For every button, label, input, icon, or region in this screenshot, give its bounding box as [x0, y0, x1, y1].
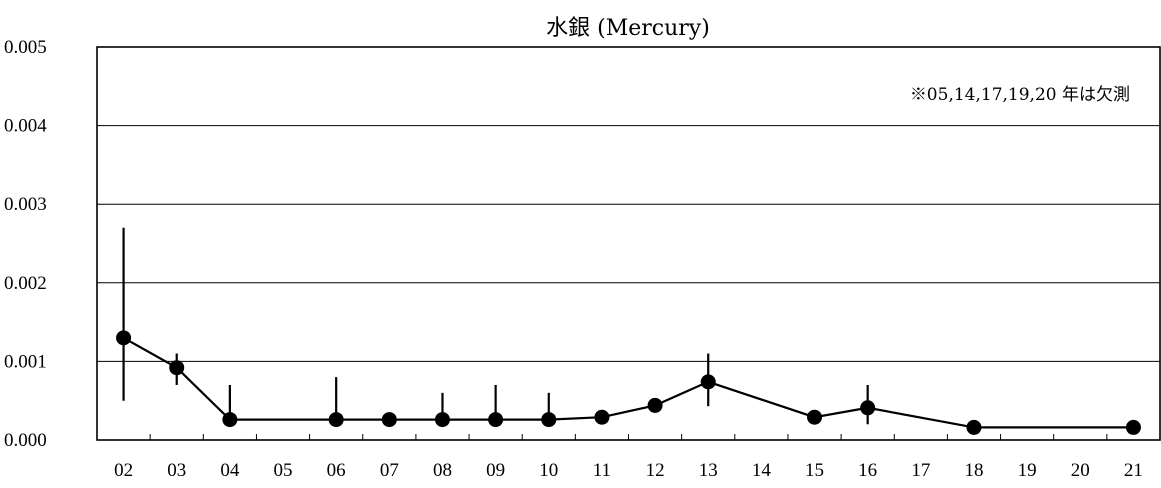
y-tick-label: 0.005: [4, 37, 47, 58]
x-tick-label: 11: [593, 460, 611, 481]
data-point: [434, 412, 450, 428]
y-tick-label: 0.000: [4, 430, 47, 451]
data-point: [169, 360, 185, 376]
x-tick-label: 13: [699, 460, 718, 481]
x-tick-label: 16: [858, 460, 877, 481]
data-point: [807, 409, 823, 425]
y-tick-label: 0.004: [4, 116, 47, 137]
gridlines: [97, 125, 1160, 362]
data-point: [594, 409, 610, 425]
data-point: [966, 419, 982, 435]
data-points: [116, 330, 1141, 435]
data-point: [700, 374, 716, 390]
data-point: [488, 412, 504, 428]
data-point: [860, 400, 876, 416]
x-tick-label: 05: [274, 460, 293, 481]
x-axis-ticks: 02 03 04 05 06 07 08 09 10 11 12 13 14 15 16 17 18 19 20 21: [96, 434, 1161, 481]
x-tick-label: 14: [752, 460, 772, 481]
data-point: [116, 330, 132, 346]
data-point: [381, 412, 397, 428]
x-tick-label: 03: [167, 460, 186, 481]
chart-title: 水銀 (Mercury): [546, 16, 710, 41]
y-tick-label: 0.002: [4, 273, 47, 294]
y-tick-label: 0.003: [4, 194, 47, 215]
x-tick-label: 04: [220, 460, 240, 481]
data-point: [647, 397, 663, 413]
plot-area-frame: [96, 46, 1161, 441]
x-tick-label: 12: [646, 460, 665, 481]
x-tick-label: 07: [380, 460, 399, 481]
series-line: [123, 336, 1134, 429]
error-bars: [122, 227, 869, 425]
x-tick-label: 02: [114, 460, 133, 481]
x-tick-label: 18: [964, 460, 983, 481]
x-tick-label: 17: [911, 460, 930, 481]
data-point: [541, 412, 557, 428]
data-point: [328, 412, 344, 428]
series-lines: [123, 336, 1134, 429]
x-tick-label: 20: [1071, 460, 1090, 481]
x-tick-label: 15: [805, 460, 824, 481]
y-tick-label: 0.001: [4, 351, 47, 372]
data-point: [222, 412, 238, 428]
x-tick-label: 09: [486, 460, 505, 481]
x-tick-label: 10: [539, 460, 558, 481]
missing-years-note: ※05,14,17,19,20 年は欠測: [910, 85, 1130, 105]
x-tick-label: 19: [1018, 460, 1037, 481]
y-axis-ticks: 0.000 0.001 0.002 0.003 0.004 0.005: [4, 37, 47, 451]
data-point: [1125, 419, 1141, 435]
x-tick-label: 06: [327, 460, 346, 481]
x-tick-label: 08: [433, 460, 452, 481]
x-tick-label: 21: [1124, 460, 1143, 481]
